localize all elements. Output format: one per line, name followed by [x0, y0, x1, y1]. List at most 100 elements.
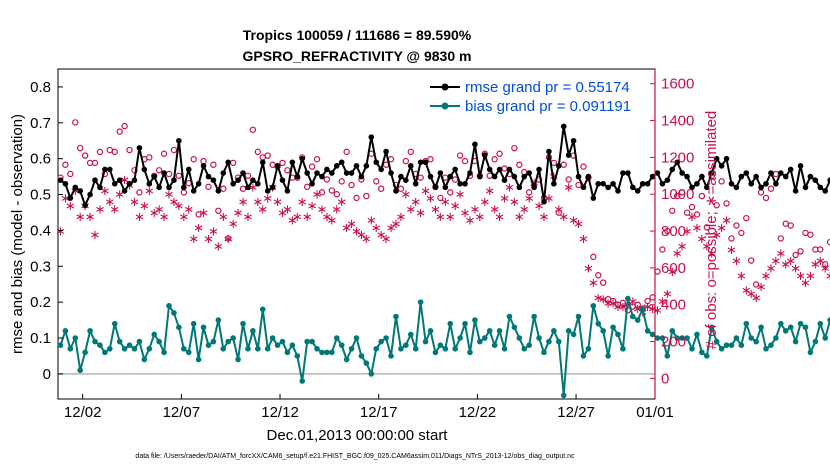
obs-possible-point	[225, 235, 232, 242]
obs-assimilated-point: ∗	[321, 210, 332, 225]
rmse-point	[279, 177, 286, 183]
obs-assimilated-point: ∗	[647, 302, 658, 317]
obs-assimilated-point: ∗	[667, 265, 678, 280]
obs-assimilated-point: ∗	[736, 269, 747, 284]
bias-point	[442, 345, 449, 352]
obs-possible-point	[644, 297, 651, 305]
rmse-point	[156, 184, 162, 191]
bias-point	[87, 328, 93, 334]
rmse-point	[205, 173, 212, 180]
obs-assimilated-point: ∗	[277, 206, 288, 221]
bias-point	[481, 335, 488, 341]
rmse-point	[77, 188, 84, 194]
obs-possible-point	[220, 185, 227, 192]
bias-point	[215, 317, 222, 323]
obs-assimilated-point: ∗	[292, 210, 303, 225]
obs-assimilated-point: ∗	[568, 214, 579, 229]
obs-possible-point	[619, 299, 627, 307]
obs-possible-point	[210, 161, 217, 168]
bias-point	[551, 328, 557, 334]
bias-point	[674, 335, 681, 341]
bias-point	[501, 345, 508, 352]
rmse-point	[807, 173, 814, 180]
bias-point	[699, 349, 705, 356]
y-right-tick-label: 600	[661, 260, 686, 277]
bias-point	[136, 338, 143, 345]
rmse-point	[294, 173, 301, 180]
rmse-point	[304, 170, 310, 176]
rmse-point	[324, 166, 330, 173]
bias-point	[151, 331, 158, 338]
series-lines	[57, 123, 830, 399]
bias-point	[654, 335, 661, 341]
rmse-point	[817, 184, 824, 191]
rmse-point	[230, 180, 236, 187]
bias-point	[329, 349, 335, 356]
rmse-point	[733, 184, 740, 191]
rmse-point	[259, 159, 266, 166]
obs-assimilated-point: ∗	[825, 269, 830, 284]
bias-point	[146, 345, 153, 352]
rmse-point	[526, 170, 532, 176]
bias-point	[240, 320, 246, 327]
obs-assimilated-point: ∗	[682, 225, 693, 240]
plot-area	[57, 68, 656, 400]
rmse-point	[146, 180, 153, 187]
bias-point	[679, 335, 685, 341]
obs-possible-point	[461, 157, 469, 165]
rmse-point	[190, 188, 197, 194]
obs-assimilated-point: ∗	[691, 221, 702, 236]
bias-point	[531, 313, 537, 320]
obs-possible-point	[822, 261, 829, 268]
obs-possible-point	[77, 144, 84, 152]
rmse-point	[792, 188, 799, 194]
rmse-point	[551, 180, 557, 187]
rmse-point	[67, 195, 74, 201]
obs-possible-point	[155, 167, 163, 174]
obs-possible-point	[491, 156, 498, 163]
obs-assimilated-point: ∗	[297, 195, 308, 210]
y-left-tick-label: 0.6	[30, 151, 51, 168]
bias-point	[378, 338, 384, 345]
rmse-point	[220, 170, 227, 176]
rmse-point	[605, 184, 611, 191]
obs-possible-point	[121, 122, 128, 130]
obs-assimilated-point: ∗	[410, 195, 421, 210]
bias-point	[368, 371, 375, 377]
obs-possible-point	[634, 301, 641, 308]
obs-assimilated-point: ∗	[193, 221, 204, 236]
bias-point	[467, 349, 473, 356]
rmse-point	[580, 184, 587, 191]
rmse-point	[620, 170, 626, 176]
rmse-point	[822, 188, 829, 194]
rmse-point	[827, 177, 830, 183]
rmse-point	[708, 170, 715, 176]
x-tick-label: 12/12	[261, 404, 299, 421]
bias-point	[398, 345, 404, 352]
obs-possible-point	[91, 159, 99, 167]
bias-point	[195, 356, 202, 363]
rmse-point	[353, 163, 360, 169]
obs-possible-point	[328, 187, 336, 194]
rmse-point	[161, 170, 167, 176]
obs-possible-point	[698, 192, 706, 200]
obs-assimilated-point: ∗	[104, 195, 115, 210]
obs-possible-point	[323, 176, 331, 183]
obs-assimilated-point: ∗	[603, 296, 614, 311]
bias-point	[333, 335, 340, 341]
rmse-point	[723, 155, 730, 162]
obs-assimilated-point: ∗	[243, 210, 254, 225]
legend-bias-marker	[441, 102, 449, 110]
data-file-footnote: data file: /Users/raeder/DAI/ATM_forcXX/…	[135, 453, 575, 460]
bias-point	[797, 320, 804, 327]
obs-assimilated-point: ∗	[805, 269, 816, 284]
obs-assimilated-point: ∗	[509, 195, 520, 210]
obs-possible-point	[718, 178, 725, 185]
rmse-point	[107, 166, 113, 173]
rmse-point	[225, 159, 232, 166]
obs-assimilated-point: ∗	[159, 210, 170, 225]
rmse-point	[778, 170, 784, 176]
bias-point	[807, 349, 814, 356]
bias-point	[496, 328, 503, 334]
